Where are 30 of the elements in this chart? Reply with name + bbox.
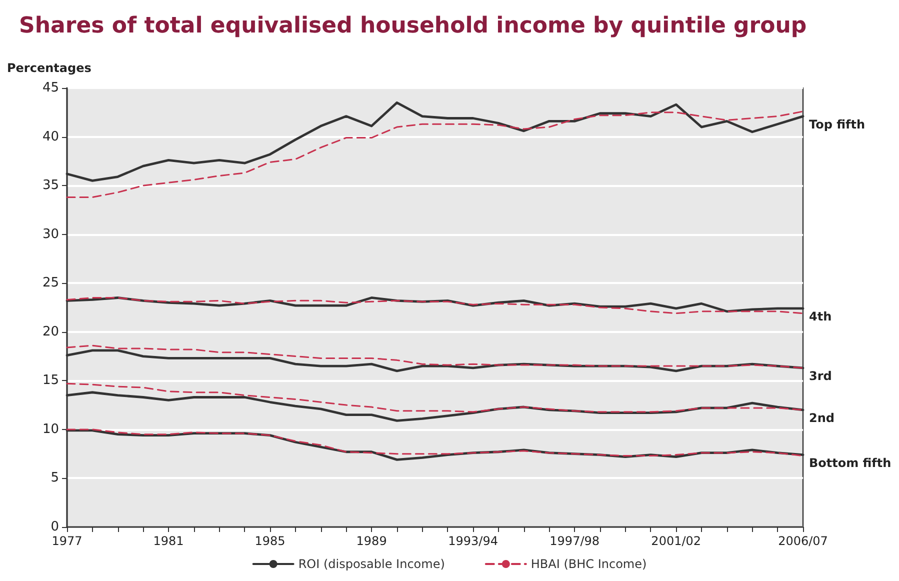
chart-title: Shares of total equivalised household income by quintile group: [19, 14, 807, 38]
x-tick-label: 1985: [254, 534, 286, 548]
y-axis-title: Percentages: [7, 61, 92, 75]
x-tick-label: 1989: [356, 534, 387, 548]
annotation: 2nd: [809, 410, 834, 425]
x-tick-label: 1997/98: [550, 534, 600, 548]
annotation: Top fifth: [809, 117, 865, 132]
x-tick-label: 2006/07: [778, 534, 828, 548]
x-tick-label: 2001/02: [651, 534, 702, 548]
x-tick-label: 1977: [52, 534, 82, 548]
y-tick-label: 20: [42, 324, 59, 340]
y-tick-label: 5: [50, 470, 59, 486]
y-tick-label: 35: [42, 178, 59, 194]
annotation: Bottom fifth: [809, 456, 892, 470]
legend-label: HBAI (BHC Income): [530, 557, 647, 571]
line-series: [66, 110, 804, 198]
x-tick-label: 1981: [153, 534, 184, 548]
legend-label: ROI (disposable Income): [298, 557, 445, 571]
y-tick-label: 40: [42, 129, 59, 144]
annotation: 3rd: [809, 368, 832, 383]
y-tick-label: 30: [42, 226, 59, 242]
line-series: [66, 344, 804, 369]
y-tick-label: 10: [42, 422, 59, 437]
line-series: [66, 382, 804, 413]
annotation: 4th: [809, 309, 832, 324]
y-tick-label: 15: [42, 373, 59, 388]
y-tick-label: 45: [42, 80, 59, 96]
y-tick-label: 0: [50, 520, 59, 534]
x-tick-label: 1993/94: [448, 534, 498, 548]
y-tick-label: 25: [42, 276, 59, 291]
